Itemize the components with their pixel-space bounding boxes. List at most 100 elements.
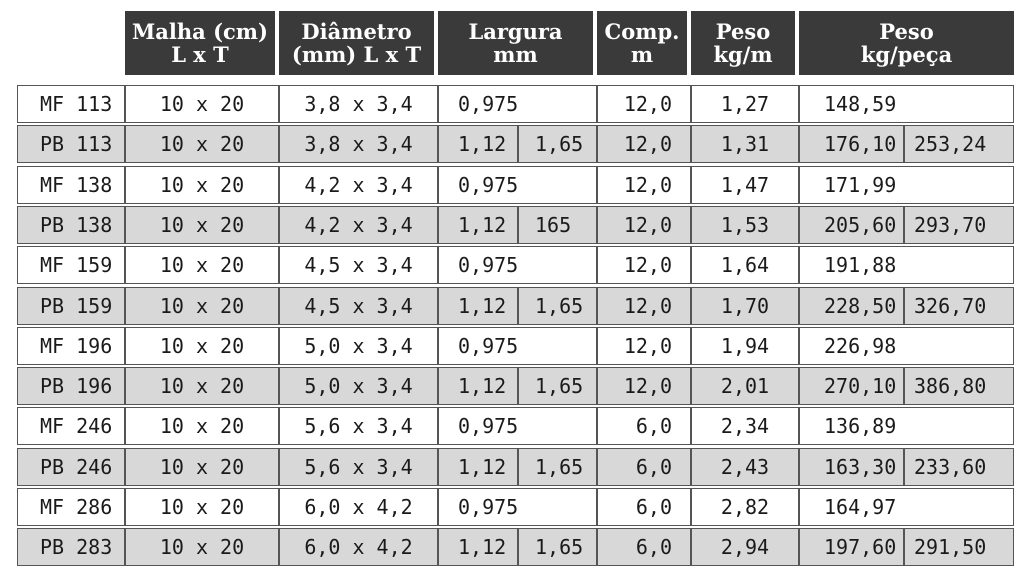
cell-peso: 2,82 <box>691 488 799 526</box>
cell-largura-2: 1,65 <box>518 367 597 406</box>
cell-diametro: 4,2 x 3,4 <box>279 205 438 244</box>
cell-comp: 6,0 <box>597 528 691 567</box>
cell-malha: 10 x 20 <box>125 528 279 567</box>
cell-code: PB 246 <box>17 447 125 486</box>
cell-diametro: 4,5 x 3,4 <box>279 286 438 325</box>
cell-malha: 10 x 20 <box>125 165 279 204</box>
cell-comp: 12,0 <box>597 286 691 325</box>
header-malha-line2: L x T <box>171 42 229 67</box>
cell-peso: 2,01 <box>691 367 799 406</box>
cell-diametro: 4,2 x 3,4 <box>279 165 438 204</box>
cell-peso-peca-1: 176,10 <box>799 125 904 164</box>
cell-peso-peca-2: 386,80 <box>904 367 1014 406</box>
cell-comp: 12,0 <box>597 125 691 164</box>
cell-comp: 6,0 <box>597 488 691 526</box>
cell-code: MF 286 <box>17 488 125 526</box>
header-peso-line1: Peso <box>715 19 771 44</box>
cell-malha: 10 x 20 <box>125 447 279 486</box>
cell-diametro: 6,0 x 4,2 <box>279 488 438 526</box>
cell-largura-2: 1,65 <box>518 125 597 164</box>
cell-peso: 2,43 <box>691 447 799 486</box>
cell-diametro: 5,6 x 3,4 <box>279 447 438 486</box>
table-row: PB 159 10 x 20 4,5 x 3,4 1,12 1,65 12,0 1,70 22… <box>0 286 1024 325</box>
table-row: MF 138 10 x 20 4,2 x 3,4 0,975 12,0 1,47 171,9… <box>0 165 1024 204</box>
cell-largura-1: 0,975 <box>438 165 597 204</box>
cell-peso-peca-1: 226,98 <box>799 326 1014 365</box>
header-largura-line1: Largura <box>468 19 563 44</box>
cell-code: PB 159 <box>17 286 125 325</box>
cell-largura-2: 1,65 <box>518 447 597 486</box>
cell-malha: 10 x 20 <box>125 205 279 244</box>
cell-comp: 6,0 <box>597 447 691 486</box>
cell-peso-peca-2: 253,24 <box>904 125 1014 164</box>
cell-comp: 12,0 <box>597 367 691 406</box>
cell-comp: 12,0 <box>597 246 691 285</box>
cell-peso-peca-2: 293,70 <box>904 205 1014 244</box>
cell-diametro: 5,0 x 3,4 <box>279 326 438 365</box>
cell-malha: 10 x 20 <box>125 407 279 446</box>
cell-malha: 10 x 20 <box>125 85 279 123</box>
cell-largura-1: 1,12 <box>438 205 518 244</box>
header-malha: Malha (cm) L x T <box>125 11 275 75</box>
cell-peso: 1,53 <box>691 205 799 244</box>
cell-diametro: 3,8 x 3,4 <box>279 85 438 123</box>
cell-comp: 12,0 <box>597 326 691 365</box>
cell-largura-1: 0,975 <box>438 85 597 123</box>
cell-peso-peca-1: 148,59 <box>799 85 1014 123</box>
table-row: MF 196 10 x 20 5,0 x 3,4 0,975 12,0 1,94 226,9… <box>0 326 1024 365</box>
cell-code: MF 113 <box>17 85 125 123</box>
cell-peso-peca-1: 205,60 <box>799 205 904 244</box>
table-row: PB 246 10 x 20 5,6 x 3,4 1,12 1,65 6,0 2,43 163… <box>0 447 1024 486</box>
cell-code: MF 138 <box>17 165 125 204</box>
header-peso-peca: Peso kg/peça <box>799 11 1014 75</box>
header-diametro-line2: (mm) L x T <box>291 42 422 67</box>
header-peso: Peso kg/m <box>691 11 795 75</box>
header-peso-peca-line1: Peso <box>879 19 934 44</box>
table-row: PB 138 10 x 20 4,2 x 3,4 1,12 165 12,0 1,53 205… <box>0 205 1024 244</box>
cell-diametro: 5,6 x 3,4 <box>279 407 438 446</box>
cell-code: PB 283 <box>17 528 125 567</box>
cell-largura-1: 0,975 <box>438 488 597 526</box>
table-row: MF 159 10 x 20 4,5 x 3,4 0,975 12,0 1,64 191,8… <box>0 246 1024 285</box>
cell-diametro: 3,8 x 3,4 <box>279 125 438 164</box>
cell-largura-2: 165 <box>518 205 597 244</box>
cell-code: PB 138 <box>17 205 125 244</box>
cell-peso-peca-1: 171,99 <box>799 165 1014 204</box>
header-comp-line2: m <box>630 42 654 67</box>
cell-largura-1: 0,975 <box>438 407 597 446</box>
cell-peso-peca-1: 191,88 <box>799 246 1014 285</box>
cell-largura-1: 0,975 <box>438 326 597 365</box>
cell-peso: 1,94 <box>691 326 799 365</box>
header-comp: Comp. m <box>597 11 687 75</box>
cell-malha: 10 x 20 <box>125 367 279 406</box>
cell-largura-1: 1,12 <box>438 367 518 406</box>
cell-comp: 6,0 <box>597 407 691 446</box>
cell-largura-1: 1,12 <box>438 125 518 164</box>
table-row: MF 286 10 x 20 6,0 x 4,2 0,975 6,0 2,82 164,97 <box>0 488 1024 526</box>
cell-peso: 1,47 <box>691 165 799 204</box>
table-row: PB 113 10 x 20 3,8 x 3,4 1,12 1,65 12,0 1,31 17… <box>0 125 1024 164</box>
cell-largura-1: 0,975 <box>438 246 597 285</box>
cell-malha: 10 x 20 <box>125 125 279 164</box>
cell-peso-peca-1: 136,89 <box>799 407 1014 446</box>
header-diametro: Diâmetro (mm) L x T <box>279 11 434 75</box>
cell-largura-2: 1,65 <box>518 286 597 325</box>
cell-peso-peca-1: 228,50 <box>799 286 904 325</box>
cell-peso-peca-2: 291,50 <box>904 528 1014 567</box>
header-malha-line1: Malha (cm) <box>132 19 268 44</box>
cell-malha: 10 x 20 <box>125 488 279 526</box>
cell-largura-1: 1,12 <box>438 447 518 486</box>
cell-code: MF 196 <box>17 326 125 365</box>
header-largura-line2: mm <box>493 42 538 67</box>
cell-peso-peca-1: 164,97 <box>799 488 1014 526</box>
cell-code: MF 159 <box>17 246 125 285</box>
cell-malha: 10 x 20 <box>125 246 279 285</box>
cell-peso: 1,70 <box>691 286 799 325</box>
cell-code: PB 196 <box>17 367 125 406</box>
header-comp-line1: Comp. <box>604 19 680 44</box>
cell-peso-peca-2: 326,70 <box>904 286 1014 325</box>
cell-peso: 2,34 <box>691 407 799 446</box>
header-largura: Largura mm <box>438 11 593 75</box>
cell-diametro: 6,0 x 4,2 <box>279 528 438 567</box>
